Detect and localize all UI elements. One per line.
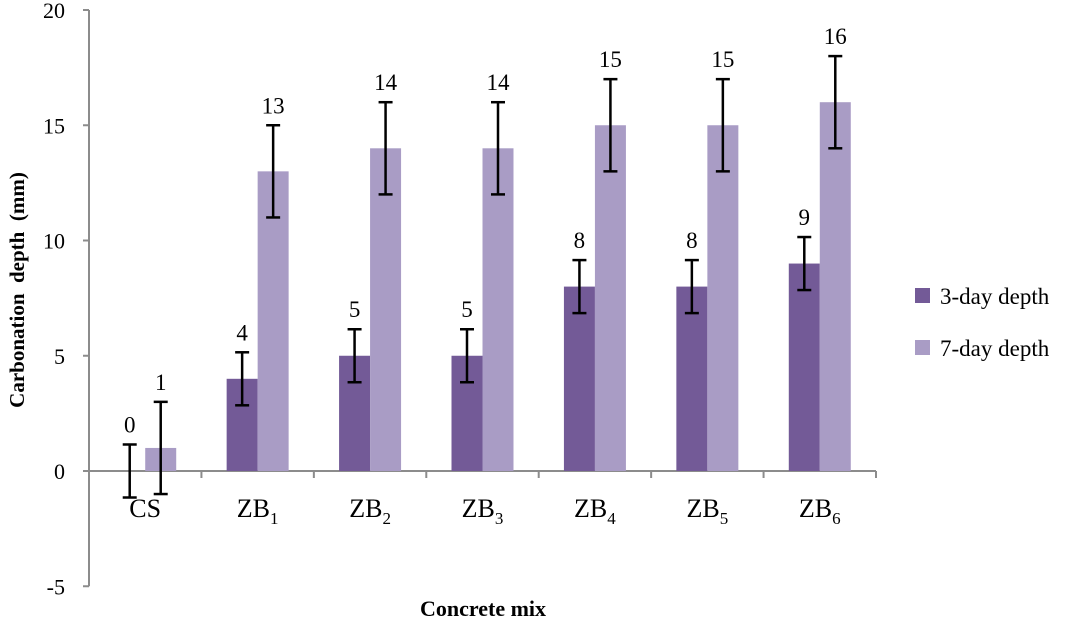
legend-label: 3-day depth <box>940 284 1050 309</box>
bar <box>788 263 820 471</box>
data-label: 14 <box>487 70 511 95</box>
data-label: 5 <box>349 297 361 322</box>
y-tick-label: 15 <box>43 113 65 138</box>
x-axis-title: Concrete mix <box>420 596 546 621</box>
legend-swatch <box>915 340 930 355</box>
error-bars <box>122 54 843 499</box>
y-tick-label: 20 <box>43 0 65 23</box>
data-label: 16 <box>824 24 847 49</box>
data-label: 4 <box>236 320 248 345</box>
data-label: 8 <box>686 228 698 253</box>
bar <box>482 148 514 472</box>
data-labels: 0 4 5 5 8 8 9 1 13 14 14 15 15 16 <box>124 24 847 437</box>
x-tick-label: ZB6 <box>799 494 841 528</box>
data-label: 14 <box>374 70 398 95</box>
data-label: 5 <box>461 297 473 322</box>
bar <box>707 125 739 471</box>
bar <box>563 286 595 471</box>
x-tick-label: ZB4 <box>574 494 616 528</box>
x-tick-label: ZB1 <box>237 494 279 528</box>
y-tick-label: 0 <box>54 459 65 484</box>
bar <box>594 125 626 471</box>
legend: 3-day depth 7-day depth <box>915 284 1050 361</box>
data-label: 15 <box>711 47 734 72</box>
y-tick-label: -5 <box>47 574 65 599</box>
y-tick-label: 5 <box>54 344 65 369</box>
bar <box>370 148 402 472</box>
y-tick-label: 10 <box>43 229 65 254</box>
x-tick-label: ZB2 <box>349 494 391 528</box>
x-tick-label: CS <box>129 494 161 523</box>
data-label: 8 <box>574 228 586 253</box>
data-label: 1 <box>155 370 167 395</box>
bar <box>819 102 851 471</box>
legend-swatch <box>915 288 930 303</box>
data-label: 9 <box>799 205 811 230</box>
bar <box>257 171 289 471</box>
x-tick-label: ZB3 <box>462 494 504 528</box>
y-axis-title: Carbonation depth (mm) <box>5 172 29 408</box>
bar <box>676 286 708 471</box>
data-label: 15 <box>599 47 622 72</box>
data-label: 13 <box>262 93 285 118</box>
data-label: 0 <box>124 412 136 437</box>
x-tick-label: ZB5 <box>686 494 728 528</box>
legend-label: 7-day depth <box>940 336 1050 361</box>
bars <box>145 102 851 472</box>
